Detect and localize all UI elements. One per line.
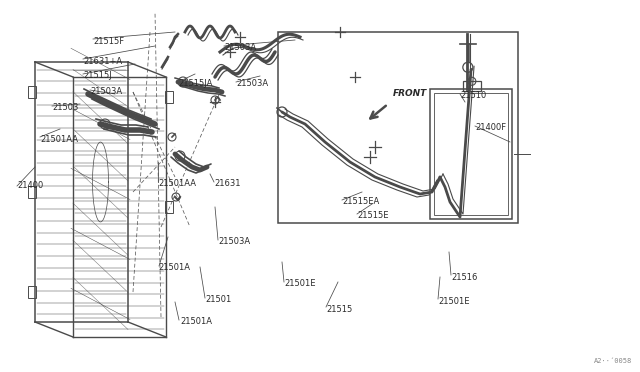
Text: 21631+A: 21631+A	[83, 57, 122, 65]
Text: 21503A: 21503A	[90, 87, 122, 96]
Text: 21501A: 21501A	[180, 317, 212, 327]
Text: 21516: 21516	[451, 273, 477, 282]
Text: 21515F: 21515F	[93, 36, 124, 45]
Bar	[165, 201, 173, 213]
Bar	[278, 32, 518, 223]
Text: 21515JA: 21515JA	[178, 80, 212, 89]
Text: 21503A: 21503A	[224, 44, 256, 52]
Bar	[430, 89, 512, 219]
Bar	[463, 81, 481, 91]
Text: 21515E: 21515E	[357, 212, 388, 221]
Bar	[28, 286, 36, 298]
Text: 21501A: 21501A	[158, 263, 190, 273]
Text: 21501E: 21501E	[284, 279, 316, 289]
Bar	[28, 86, 36, 98]
Text: 21501E: 21501E	[438, 296, 470, 305]
Bar	[165, 91, 173, 103]
Text: 21631: 21631	[214, 180, 241, 189]
Text: FRONT: FRONT	[393, 89, 428, 98]
Text: 21501AA: 21501AA	[158, 180, 196, 189]
Text: 21503: 21503	[52, 103, 78, 112]
Text: 21515EA: 21515EA	[342, 198, 380, 206]
Text: 21503A: 21503A	[218, 237, 250, 247]
Text: 21501: 21501	[205, 295, 231, 305]
Text: 21515J: 21515J	[83, 71, 112, 80]
Text: 21400: 21400	[17, 182, 44, 190]
Text: 21515: 21515	[326, 305, 352, 314]
Bar	[28, 186, 36, 198]
Text: 21400F: 21400F	[475, 124, 506, 132]
Text: A2··´0058: A2··´0058	[594, 358, 632, 364]
Bar	[434, 93, 508, 215]
Text: 21501AA: 21501AA	[40, 135, 78, 144]
Text: 21510: 21510	[460, 92, 486, 100]
Text: 21503A: 21503A	[236, 80, 268, 89]
